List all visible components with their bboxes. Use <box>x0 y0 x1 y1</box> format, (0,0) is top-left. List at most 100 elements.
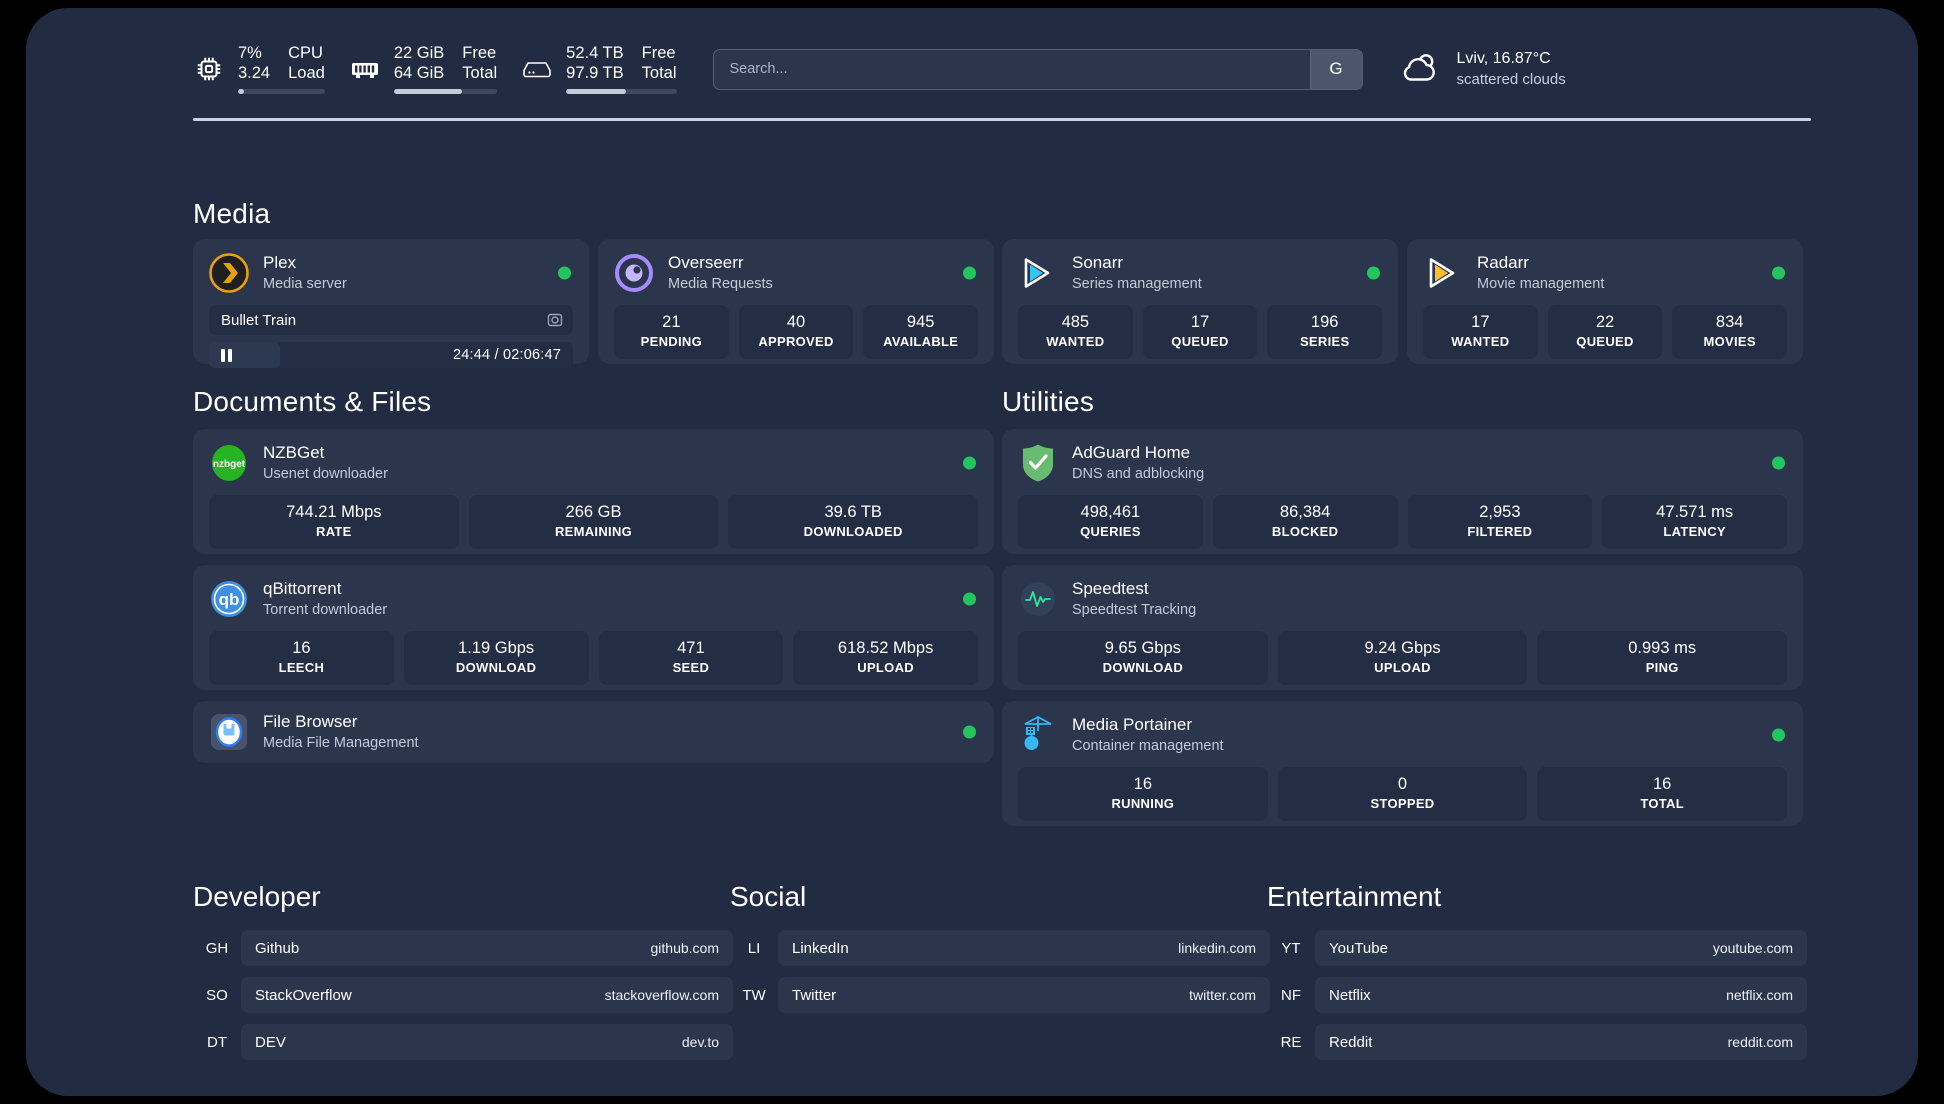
stat-tile: 16 TOTAL <box>1537 767 1788 821</box>
bookmark-item[interactable]: SO StackOverflow stackoverflow.com <box>193 977 733 1013</box>
stat-tile: 9.65 Gbps DOWNLOAD <box>1018 631 1268 685</box>
bookmark-link[interactable]: StackOverflow stackoverflow.com <box>241 977 733 1013</box>
bookmark-name: LinkedIn <box>792 939 849 957</box>
stat-label: UPLOAD <box>857 660 914 675</box>
adguard-shield-icon <box>1018 443 1058 483</box>
bookmark-group-entertainment: Entertainment YT YouTube youtube.com NF … <box>1267 881 1807 1071</box>
card-subtitle: DNS and adblocking <box>1072 466 1205 482</box>
bookmark-item[interactable]: GH Github github.com <box>193 930 733 966</box>
system-stat-memory: 22 GiB 64 GiB Free Total <box>349 44 498 94</box>
stat-label: LATENCY <box>1663 524 1726 539</box>
now-playing-progress-bar[interactable]: 24:44 / 02:06:47 <box>209 342 573 368</box>
bookmark-item[interactable]: TW Twitter twitter.com <box>730 977 1270 1013</box>
bookmark-item[interactable]: RE Reddit reddit.com <box>1267 1024 1807 1060</box>
memory-label-bottom: Total <box>462 64 498 82</box>
bookmark-item[interactable]: YT YouTube youtube.com <box>1267 930 1807 966</box>
bookmark-item[interactable]: LI LinkedIn linkedin.com <box>730 930 1270 966</box>
cpu-progress-track <box>238 89 325 94</box>
stat-tile: 86,384 BLOCKED <box>1212 495 1398 549</box>
stat-value: 86,384 <box>1279 503 1331 521</box>
service-card-qbittorrent[interactable]: qb qBittorrent Torrent downloader 16 LEE… <box>193 565 994 690</box>
bookmark-url: netflix.com <box>1726 987 1793 1003</box>
pause-button[interactable] <box>221 348 232 362</box>
stat-tile: 266 GB REMAINING <box>468 495 719 549</box>
stat-tile: 498,461 QUERIES <box>1018 495 1203 549</box>
disk-progress-track <box>566 89 677 94</box>
service-card-media-portainer[interactable]: Media Portainer Container management 16 … <box>1002 701 1803 826</box>
cpu-usage-value: 7% <box>238 44 262 62</box>
card-subtitle: Container management <box>1072 738 1224 754</box>
disk-total-value: 97.9 TB <box>566 64 624 82</box>
service-card-nzbget[interactable]: nzbget NZBGet Usenet downloader 744.21 M… <box>193 429 994 554</box>
card-title: Plex <box>263 253 297 272</box>
stat-value: 0.993 ms <box>1628 639 1697 657</box>
stat-value: 16 <box>1653 775 1672 793</box>
card-header: AdGuard Home DNS and adblocking <box>1018 443 1787 483</box>
bookmark-link[interactable]: Twitter twitter.com <box>778 977 1270 1013</box>
stat-tile: 17 QUEUED <box>1142 305 1258 359</box>
bookmark-link[interactable]: Reddit reddit.com <box>1315 1024 1807 1060</box>
service-card-radarr[interactable]: Radarr Movie management 17 WANTED 22 QUE… <box>1407 239 1803 364</box>
bookmark-item[interactable]: DT DEV dev.to <box>193 1024 733 1060</box>
service-card-sonarr[interactable]: Sonarr Series management 485 WANTED 17 Q… <box>1002 239 1398 364</box>
nzbget-logo-icon: nzbget <box>209 443 249 483</box>
service-card-speedtest[interactable]: Speedtest Speedtest Tracking 9.65 Gbps D… <box>1002 565 1803 690</box>
sonarr-logo-icon <box>1018 253 1058 293</box>
bookmark-link[interactable]: DEV dev.to <box>241 1024 733 1060</box>
stat-value: 834 <box>1715 313 1744 331</box>
card-title: NZBGet <box>263 443 325 462</box>
card-subtitle: Media Requests <box>668 276 773 292</box>
stats-row: 9.65 Gbps DOWNLOAD 9.24 Gbps UPLOAD 0.99… <box>1018 631 1788 685</box>
service-card-overseerr[interactable]: Overseerr Media Requests 21 PENDING 40 A… <box>598 239 994 364</box>
service-card-file-browser[interactable]: File Browser Media File Management <box>193 701 994 763</box>
bookmark-item[interactable]: NF Netflix netflix.com <box>1267 977 1807 1013</box>
svg-text:qb: qb <box>219 590 240 609</box>
stat-label: BLOCKED <box>1271 524 1339 539</box>
bookmark-group-title: Entertainment <box>1267 881 1442 912</box>
card-subtitle: Speedtest Tracking <box>1072 602 1197 618</box>
cpu-icon <box>193 53 225 85</box>
bookmark-name: Netflix <box>1329 986 1371 1004</box>
speedtest-logo-icon <box>1018 579 1058 619</box>
disk-free-value: 52.4 TB <box>566 44 624 62</box>
stat-tile: 618.52 Mbps UPLOAD <box>793 631 978 685</box>
service-card-plex[interactable]: Plex Media server Bullet Train 24:44 / 0… <box>193 239 589 368</box>
stat-label: QUEUED <box>1171 334 1229 349</box>
bookmark-link[interactable]: Netflix netflix.com <box>1315 977 1807 1013</box>
stat-label: PENDING <box>640 334 702 349</box>
card-header: Plex Media server <box>209 253 573 293</box>
search-input[interactable] <box>713 61 1310 77</box>
bookmark-abbr: NF <box>1281 986 1301 1004</box>
bookmark-name: Github <box>255 939 300 957</box>
status-indicator-dot <box>1772 728 1785 742</box>
stat-value: 266 GB <box>565 503 622 521</box>
bookmark-abbr: LI <box>747 939 761 957</box>
status-indicator-dot <box>1367 266 1380 280</box>
stat-value: 618.52 Mbps <box>837 639 934 657</box>
stat-tile: 0.993 ms PING <box>1537 631 1788 685</box>
card-subtitle: Torrent downloader <box>263 602 388 618</box>
search-bar[interactable]: G <box>712 48 1363 90</box>
stat-label: DOWNLOAD <box>1102 660 1184 675</box>
cast-icon[interactable] <box>547 312 563 328</box>
bookmark-link[interactable]: Github github.com <box>241 930 733 966</box>
bookmark-name: DEV <box>255 1033 286 1051</box>
bookmark-name: Reddit <box>1329 1033 1373 1051</box>
weather-widget[interactable]: Lviv, 16.87°C scattered clouds <box>1399 50 1566 89</box>
service-card-adguard-home[interactable]: AdGuard Home DNS and adblocking 498,461 … <box>1002 429 1803 554</box>
card-title: Sonarr <box>1072 253 1124 272</box>
status-indicator-dot <box>558 266 571 280</box>
search-engine-button[interactable]: G <box>1309 49 1362 89</box>
stat-label: APPROVED <box>758 334 834 349</box>
stat-tile: 0 STOPPED <box>1277 767 1528 821</box>
bookmark-url: linkedin.com <box>1178 940 1256 956</box>
bookmark-link[interactable]: YouTube youtube.com <box>1315 930 1807 966</box>
stat-tile: 485 WANTED <box>1018 305 1133 359</box>
stat-tile: 47.571 ms LATENCY <box>1602 495 1787 549</box>
bookmark-link[interactable]: LinkedIn linkedin.com <box>778 930 1270 966</box>
bookmark-name: StackOverflow <box>255 986 352 1004</box>
memory-total-value: 64 GiB <box>393 64 445 82</box>
bookmark-group-developer: Developer GH Github github.com SO StackO… <box>193 881 733 1071</box>
cpu-label-bottom: Load <box>288 64 325 82</box>
card-subtitle: Series management <box>1072 276 1202 292</box>
